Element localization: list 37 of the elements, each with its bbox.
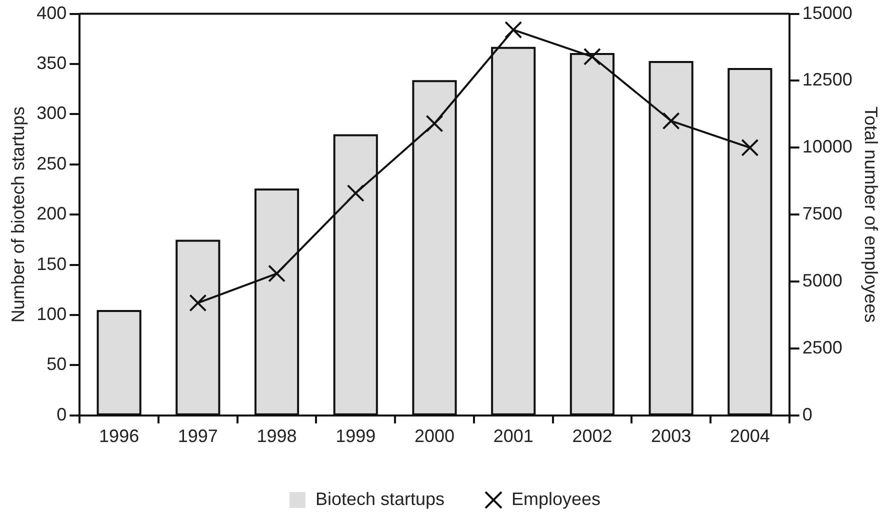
x-tick-label: 2004 bbox=[730, 426, 770, 446]
y2-tick-label: 7500 bbox=[802, 204, 842, 224]
point bbox=[189, 294, 207, 312]
y2-tick-label: 5000 bbox=[802, 270, 842, 290]
y2-tick-label: 0 bbox=[802, 404, 812, 424]
point bbox=[504, 21, 522, 39]
x-tick-label: 2001 bbox=[493, 426, 534, 446]
x-tick-label: 1996 bbox=[99, 426, 140, 446]
y2-tick-label: 12500 bbox=[802, 70, 852, 90]
legend-label: Biotech startups bbox=[315, 488, 445, 509]
point bbox=[346, 184, 364, 202]
y-tick-label: 250 bbox=[36, 153, 67, 174]
point bbox=[662, 112, 680, 130]
y-tick-label: 350 bbox=[36, 52, 67, 73]
y-tick-label: 300 bbox=[36, 103, 67, 124]
y-tick-label: 150 bbox=[36, 254, 67, 274]
y2-tick-label: 10000 bbox=[802, 136, 852, 157]
x-tick-label: 2002 bbox=[572, 426, 612, 446]
point bbox=[268, 264, 286, 282]
y-tick-label: 50 bbox=[46, 354, 67, 374]
point bbox=[741, 138, 759, 156]
y-axis-title: Number of biotech startups bbox=[8, 106, 28, 323]
y-tick-label: 200 bbox=[36, 204, 67, 224]
x-tick-label: 2003 bbox=[651, 426, 692, 446]
legend-label: Employees bbox=[512, 488, 601, 509]
y-tick-label: 400 bbox=[36, 2, 67, 23]
y2-tick-label: 15000 bbox=[802, 2, 852, 23]
x-tick-label: 1997 bbox=[178, 426, 218, 446]
x-tick-label: 1999 bbox=[336, 426, 376, 446]
y2-tick-label: 2500 bbox=[802, 337, 842, 358]
point bbox=[583, 48, 601, 66]
y2-axis-title: Total number of employees bbox=[861, 106, 882, 323]
x-tick-label: 1998 bbox=[256, 426, 297, 446]
y-tick-label: 100 bbox=[36, 304, 67, 324]
point bbox=[426, 114, 444, 132]
y-tick-label: 0 bbox=[56, 404, 67, 424]
x-tick-label: 2000 bbox=[414, 426, 455, 446]
